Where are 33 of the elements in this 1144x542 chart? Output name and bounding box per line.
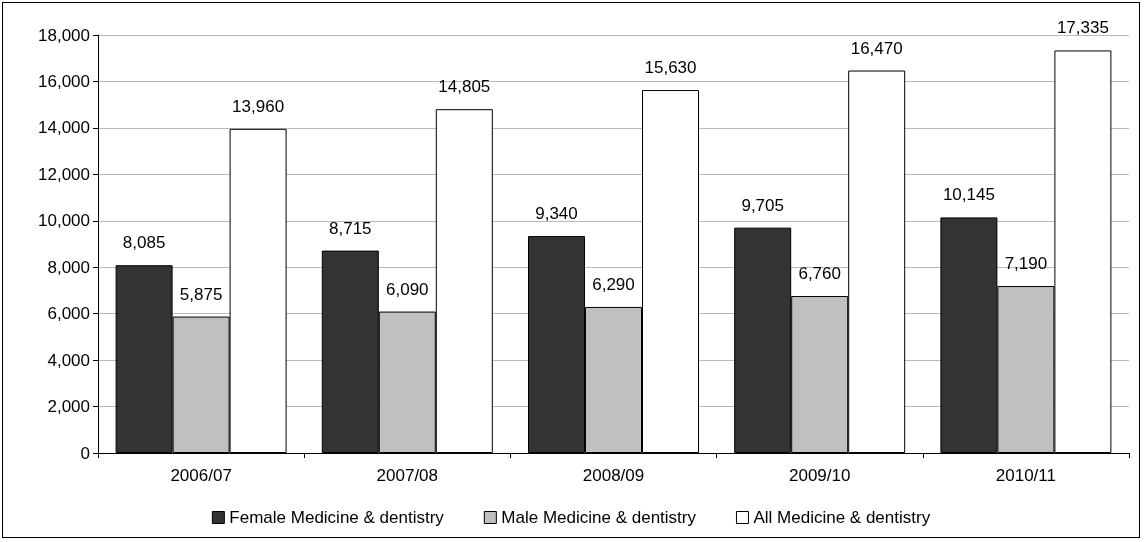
data-label: 6,090: [386, 279, 429, 299]
y-tick-label: 0: [80, 443, 90, 463]
y-tick-label: 2,000: [47, 397, 90, 417]
y-tick-label: 16,000: [38, 71, 90, 91]
legend-label: Female Medicine & dentistry: [229, 508, 445, 527]
x-tick-label: 2007/08: [376, 466, 439, 485]
data-label: 13,960: [232, 96, 285, 116]
y-tick-label: 12,000: [38, 164, 90, 184]
data-label: 7,190: [1004, 254, 1048, 274]
y-tick-label: 6,000: [47, 304, 90, 324]
legend-label: All Medicine & dentistry: [753, 508, 931, 527]
x-tick-label: 2006/07: [170, 466, 232, 485]
data-label: 15,630: [644, 58, 697, 78]
x-tick-label: 2008/09: [582, 466, 645, 485]
data-label: 10,145: [942, 185, 995, 205]
y-tick-label: 4,000: [47, 350, 90, 370]
x-tick-label: 2009/10: [788, 466, 851, 485]
y-tick-label: 8,000: [47, 257, 90, 277]
data-label: 9,340: [535, 204, 578, 224]
data-label: 6,760: [798, 264, 841, 284]
data-label: 8,085: [122, 233, 166, 253]
data-label: 17,335: [1056, 18, 1109, 38]
x-tick-label: 2010/11: [995, 466, 1056, 485]
y-tick-label: 10,000: [38, 211, 90, 231]
data-label: 8,715: [329, 218, 372, 238]
data-label: 16,470: [850, 38, 903, 58]
legend-label: Male Medicine & dentistry: [501, 508, 697, 527]
y-tick-label: 14,000: [38, 118, 90, 138]
data-label: 6,290: [592, 274, 635, 294]
data-label: 5,875: [179, 284, 223, 304]
data-label: 9,705: [741, 195, 784, 215]
data-label: 14,805: [438, 77, 491, 97]
y-tick-label: 18,000: [38, 25, 90, 45]
